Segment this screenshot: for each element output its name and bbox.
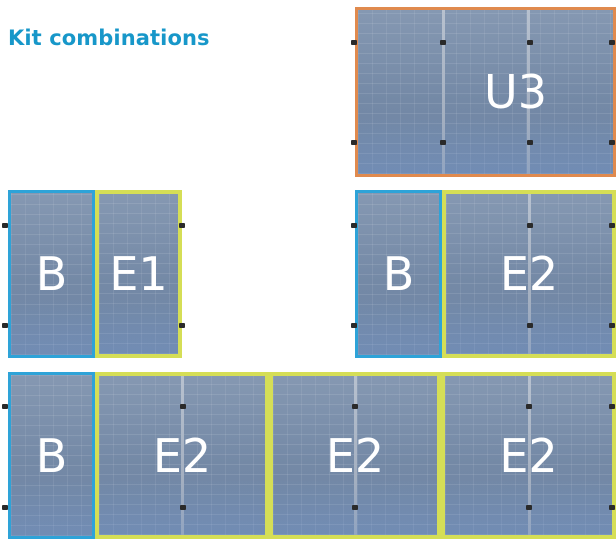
mount-clip-icon	[527, 323, 533, 328]
mount-clip-icon	[609, 323, 615, 328]
mount-clip-icon	[527, 223, 533, 228]
panel-divider	[181, 376, 184, 535]
kit-label-b: B	[382, 247, 415, 301]
mount-clip-icon	[2, 323, 8, 328]
panel-divider	[354, 376, 357, 535]
mount-clip-icon	[527, 140, 533, 145]
kit-e2: E2	[95, 372, 269, 539]
mount-clip-icon	[527, 40, 533, 45]
mount-clip-icon	[609, 223, 615, 228]
mount-clip-icon	[179, 323, 185, 328]
panel-divider	[528, 194, 531, 354]
page-title: Kit combinations	[8, 26, 210, 50]
panel-divider	[526, 10, 530, 174]
mount-clip-icon	[526, 505, 532, 510]
mount-clip-icon	[351, 223, 357, 228]
mount-clip-icon	[352, 505, 358, 510]
kit-label-e2: E2	[152, 428, 212, 483]
panel-divider	[527, 376, 531, 535]
kit-e2: E2	[269, 372, 441, 539]
mount-clip-icon	[440, 40, 446, 45]
mount-clip-icon	[609, 505, 615, 510]
kit-label-e1: E1	[109, 247, 168, 301]
mount-clip-icon	[351, 140, 357, 145]
mount-clip-icon	[526, 404, 532, 409]
kit-b: B	[8, 372, 95, 539]
mount-clip-icon	[440, 140, 446, 145]
kit-u3: U3	[355, 7, 616, 177]
kit-label-b: B	[35, 428, 68, 483]
kit-label-e2: E2	[499, 247, 559, 301]
kit-label-b: B	[35, 247, 68, 301]
mount-clip-icon	[2, 223, 8, 228]
mount-clip-icon	[609, 40, 615, 45]
mount-clip-icon	[352, 404, 358, 409]
mount-clip-icon	[351, 40, 357, 45]
kit-b: B	[355, 190, 442, 358]
kit-label-e2: E2	[499, 428, 558, 483]
kit-b: B	[8, 190, 95, 358]
kit-e2: E2	[442, 190, 616, 358]
mount-clip-icon	[351, 323, 357, 328]
panel-divider	[441, 10, 445, 174]
mount-clip-icon	[2, 505, 8, 510]
mount-clip-icon	[609, 140, 615, 145]
mount-clip-icon	[179, 223, 185, 228]
kit-e1: E1	[95, 190, 182, 358]
mount-clip-icon	[180, 505, 186, 510]
kit-label-e2: E2	[325, 428, 385, 483]
mount-clip-icon	[180, 404, 186, 409]
kit-label-u3: U3	[484, 65, 547, 119]
mount-clip-icon	[609, 404, 615, 409]
kit-e2: E2	[441, 372, 616, 539]
mount-clip-icon	[2, 404, 8, 409]
